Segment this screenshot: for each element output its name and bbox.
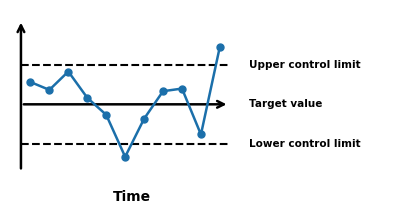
Text: Time: Time: [113, 190, 151, 204]
Text: Target value: Target value: [249, 99, 323, 109]
Text: Upper control limit: Upper control limit: [249, 60, 361, 70]
Text: Lower control limit: Lower control limit: [249, 139, 361, 149]
